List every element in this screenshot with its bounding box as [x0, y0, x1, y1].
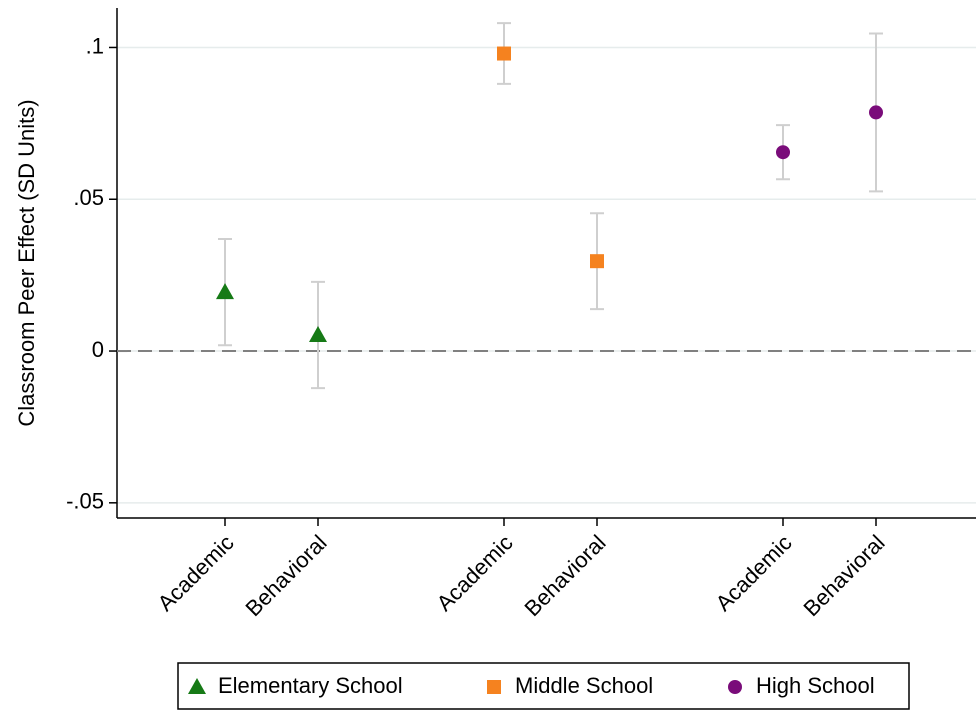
x-tick-label: Behavioral	[798, 530, 889, 621]
x-tick-label: Academic	[153, 530, 239, 616]
marker-triangle	[216, 283, 234, 300]
marker-square	[487, 680, 501, 694]
legend-box	[177, 662, 910, 710]
y-tick-label: .1	[86, 33, 104, 58]
x-tick-label: Academic	[432, 530, 518, 616]
legend-label: High School	[756, 673, 875, 698]
y-axis-label: Classroom Peer Effect (SD Units)	[14, 99, 39, 426]
marker-triangle	[309, 325, 327, 342]
y-tick-label: 0	[92, 337, 104, 362]
marker-square	[497, 46, 511, 61]
y-tick-label: .05	[73, 185, 104, 210]
x-tick-label: Behavioral	[240, 530, 331, 621]
legend-label: Elementary School	[218, 673, 403, 698]
marker-triangle	[188, 678, 206, 694]
x-tick-label: Behavioral	[519, 530, 610, 621]
x-tick-label: Academic	[711, 530, 797, 616]
marker-circle	[728, 680, 742, 694]
marker-square	[590, 254, 604, 269]
y-tick-label: -.05	[66, 489, 104, 514]
marker-circle	[776, 145, 790, 160]
legend-label: Middle School	[515, 673, 653, 698]
marker-circle	[869, 105, 883, 120]
